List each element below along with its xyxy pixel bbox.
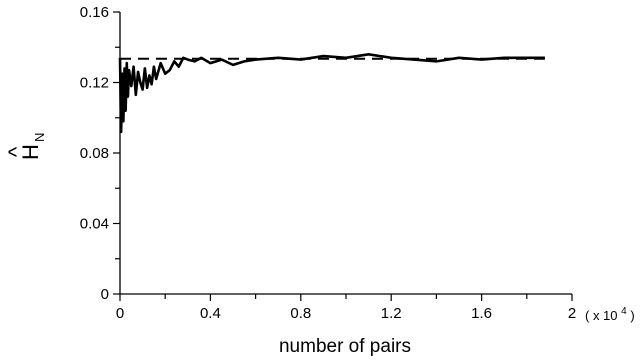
x-scale-note-prefix: ( x 10	[585, 308, 618, 323]
x-tick-label: 1.2	[381, 305, 402, 322]
y-tick-label: 0.16	[80, 4, 109, 21]
x-tick-label: 0.4	[200, 305, 221, 322]
x-tick-label: 1.6	[471, 305, 492, 322]
x-axis-label: number of pairs	[279, 336, 411, 357]
y-axis-label: H ^ N	[4, 133, 47, 160]
y-axis-label-main: H	[18, 144, 43, 160]
x-scale-note-close: )	[630, 308, 634, 323]
y-tick-label: 0.12	[80, 75, 109, 92]
x-tick-label: 0	[116, 305, 124, 322]
x-tick-label: 0.8	[290, 305, 311, 322]
axes: 0 0.04 0.08 0.12 0.16 0 0.4 0.8 1.2 1.6 2	[80, 4, 576, 322]
series-group	[118, 53, 545, 134]
x-scale-note-exponent: 4	[621, 306, 627, 317]
y-tick-label: 0.04	[80, 216, 109, 233]
labels: number of pairs H ^ N ( x 10 4 )	[4, 133, 635, 357]
series-line	[118, 53, 545, 134]
y-tick-label: 0.08	[80, 145, 109, 162]
x-tick-label: 2	[568, 305, 576, 322]
y-axis-label-subscript: N	[32, 133, 47, 142]
y-tick-label: 0	[101, 286, 109, 303]
x-scale-note: ( x 10 4 )	[585, 302, 635, 323]
y-axis-label-hat: ^	[4, 146, 29, 157]
